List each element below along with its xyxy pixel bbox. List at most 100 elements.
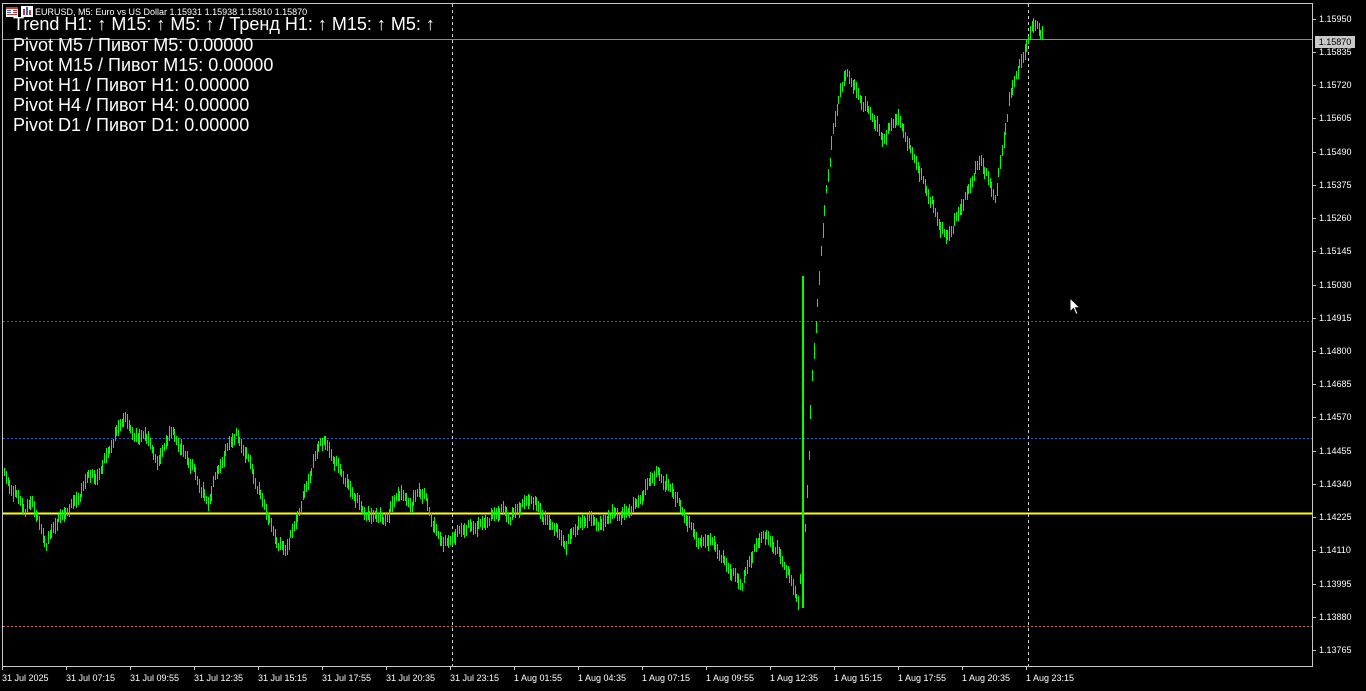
price-candle: [905, 132, 906, 142]
price-candle: [264, 499, 265, 510]
price-candle: [519, 502, 520, 518]
price-candle: [838, 96, 839, 104]
price-candle: [239, 437, 240, 446]
price-candle: [721, 555, 722, 563]
pivot-h1-text: Pivot H1 / Пивот H1: 0.00000: [13, 75, 250, 95]
price-candle: [457, 525, 458, 537]
price-tick-label: 1.15835: [1319, 46, 1352, 57]
price-candle: [786, 565, 787, 578]
price-candle: [580, 517, 581, 528]
price-candle: [977, 161, 978, 170]
price-candle: [373, 510, 374, 522]
price-candle: [185, 451, 186, 459]
price-candle: [245, 447, 246, 463]
price-candle: [1009, 92, 1010, 106]
price-candle: [944, 229, 945, 237]
price-candle: [487, 517, 488, 528]
price-tick-mark: [1313, 616, 1316, 618]
price-candle: [50, 530, 51, 539]
price-candle: [615, 508, 616, 516]
price-candle: [441, 536, 442, 546]
price-candle: [455, 529, 456, 545]
time-tick-mark: [130, 667, 131, 670]
time-tick-label: 1 Aug 15:15: [834, 673, 883, 683]
price-tick-mark: [1313, 550, 1316, 552]
price-candle: [867, 101, 868, 112]
price-candle: [299, 508, 300, 516]
price-candle: [148, 431, 149, 446]
one-click-trading-icon[interactable]: [21, 6, 33, 17]
price-candle: [32, 496, 33, 507]
price-candle: [1005, 123, 1006, 135]
price-candle: [155, 454, 156, 463]
price-candle: [745, 567, 746, 576]
price-candle: [696, 532, 697, 547]
price-candle: [325, 436, 326, 450]
price-candle: [36, 510, 37, 522]
price-tick-label: 1.14800: [1319, 346, 1352, 356]
price-candle: [979, 156, 980, 170]
price-candle: [413, 490, 414, 506]
pivot-d1-text: Pivot D1 / Пивот D1: 0.00000: [13, 115, 250, 135]
price-candle: [582, 514, 583, 530]
price-candle: [652, 473, 653, 483]
price-candle: [691, 522, 692, 530]
price-candle: [886, 130, 887, 145]
price-candle: [912, 147, 913, 160]
time-tick-label: 31 Jul 17:55: [322, 673, 372, 683]
price-candle: [20, 496, 21, 506]
price-candle: [775, 547, 776, 555]
price-candle: [317, 444, 318, 459]
price-candle: [919, 166, 920, 182]
price-candle: [1011, 88, 1012, 98]
price-candle: [109, 446, 110, 454]
price-candle: [607, 516, 608, 524]
price-candle: [668, 479, 669, 491]
price-candle: [108, 447, 109, 458]
price-candle: [162, 445, 163, 457]
price-candle: [190, 459, 191, 474]
price-candle: [647, 478, 648, 490]
price-candle: [8, 477, 9, 486]
price-candle: [666, 474, 667, 490]
price-candle: [134, 433, 135, 442]
time-tick-mark: [450, 667, 451, 670]
price-candle: [501, 504, 502, 512]
price-candle: [998, 168, 999, 177]
price-candle: [243, 445, 244, 456]
price-candle: [308, 474, 309, 490]
mouse-pointer-icon: [1069, 297, 1082, 316]
time-axis[interactable]: 31 Jul 2025 31 Jul 07:15 31 Jul 09:55 31 Ju…: [2, 667, 1313, 691]
price-candle: [203, 482, 204, 498]
price-candle: [961, 199, 962, 215]
price-candle: [234, 434, 235, 445]
price-candle: [596, 518, 597, 531]
price-candle: [357, 493, 358, 503]
price-candle: [587, 514, 588, 528]
price-candle: [708, 535, 709, 551]
price-candle: [1035, 20, 1036, 31]
price-candle: [405, 493, 406, 501]
price-candle: [348, 479, 349, 490]
price-candle: [452, 532, 453, 546]
price-candle: [195, 467, 196, 480]
price-candle: [788, 566, 789, 575]
price-candle: [856, 82, 857, 98]
price-candle: [614, 507, 615, 518]
price-candle: [354, 493, 355, 501]
price-candle: [65, 508, 66, 519]
price-candle: [628, 508, 629, 516]
price-candle: [851, 78, 852, 87]
price-axis[interactable]: 1.15950 1.15835 1.15720 1.15605 1.15490 1.153…: [1313, 3, 1366, 667]
price-candle: [810, 405, 811, 419]
time-tick-mark: [898, 667, 899, 670]
price-candle: [591, 511, 592, 526]
price-candle: [631, 506, 632, 516]
price-candle: [174, 429, 175, 442]
price-candle: [902, 123, 903, 131]
price-tick-mark: [1313, 583, 1316, 585]
price-candle: [461, 523, 462, 537]
price-tick-label: 1.14570: [1319, 412, 1352, 423]
